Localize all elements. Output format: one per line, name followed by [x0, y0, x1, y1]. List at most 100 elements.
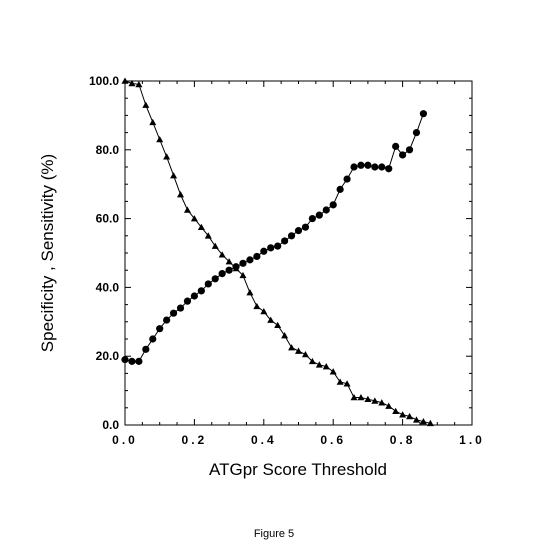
circle-marker	[378, 163, 386, 171]
circle-marker	[308, 215, 316, 223]
y-tick-label: 40.0	[96, 280, 120, 294]
circle-marker	[190, 292, 198, 300]
circle-marker	[419, 110, 428, 118]
triangle-marker	[322, 363, 330, 370]
circle-marker	[197, 287, 205, 295]
triangle-marker	[190, 215, 198, 222]
triangle-marker	[281, 332, 289, 339]
triangle-marker	[218, 251, 226, 258]
triangle-marker	[128, 79, 136, 87]
triangle-marker	[336, 378, 344, 385]
circle-marker	[322, 206, 330, 214]
circle-marker	[364, 161, 372, 169]
circle-marker	[392, 142, 400, 150]
y-tick-label: 100.0	[89, 74, 119, 88]
x-tick-label: 0.8	[390, 433, 416, 447]
series-layer	[121, 77, 434, 427]
circle-marker	[225, 266, 233, 274]
triangle-marker	[308, 357, 316, 365]
triangle-marker	[183, 206, 191, 213]
series-line-circle	[124, 113, 424, 362]
triangle-marker	[197, 223, 205, 230]
circle-marker	[121, 356, 129, 364]
circle-marker	[176, 304, 185, 312]
triangle-marker	[225, 258, 233, 265]
triangle-marker	[357, 393, 365, 401]
circle-marker	[128, 357, 136, 365]
triangle-marker	[426, 419, 434, 427]
triangle-marker	[156, 135, 164, 143]
triangle-marker	[121, 77, 129, 84]
triangle-marker	[149, 118, 157, 126]
x-tick-label: 0.6	[320, 433, 346, 447]
triangle-marker	[350, 393, 358, 401]
circle-marker	[405, 146, 414, 154]
circle-marker	[246, 256, 254, 264]
x-tick-label: 1.0	[459, 433, 485, 447]
triangle-marker	[364, 395, 372, 402]
triangle-marker	[288, 344, 296, 351]
triangle-marker	[412, 416, 420, 423]
triangle-marker	[142, 101, 150, 108]
y-tick-label: 60.0	[96, 212, 120, 226]
circle-marker	[274, 242, 282, 250]
triangle-marker	[343, 380, 351, 387]
x-axis-label: ATGpr Score Threshold	[209, 460, 387, 479]
circle-marker	[371, 163, 379, 171]
triangle-marker	[177, 191, 185, 198]
circle-marker	[267, 244, 275, 252]
circle-marker	[294, 227, 303, 235]
circle-marker	[232, 263, 240, 271]
triangle-marker	[135, 80, 143, 88]
circle-marker	[301, 223, 310, 231]
circle-marker	[211, 275, 219, 283]
triangle-marker	[301, 350, 309, 358]
triangle-marker	[419, 418, 427, 425]
circle-marker	[135, 357, 143, 365]
circle-marker	[287, 232, 296, 240]
triangle-marker	[406, 412, 414, 420]
y-axis: 0.0 20.0 40.0 60.0 80.0 100.0	[89, 74, 472, 432]
circle-marker	[343, 175, 351, 183]
triangle-marker	[378, 399, 386, 406]
triangle-marker	[204, 232, 212, 239]
triangle-marker	[211, 242, 219, 249]
triangle-marker	[253, 302, 261, 310]
triangle-marker	[267, 316, 275, 323]
figure-caption: Figure 5	[253, 528, 295, 540]
circle-marker	[142, 345, 150, 353]
y-tick-label: 80.0	[96, 143, 120, 157]
circle-marker	[156, 325, 164, 333]
triangle-marker	[329, 368, 337, 375]
circle-marker	[412, 129, 421, 137]
triangle-marker	[371, 397, 379, 404]
triangle-marker	[246, 289, 254, 296]
circle-marker	[260, 247, 268, 255]
triangle-marker	[295, 347, 302, 354]
circle-marker	[315, 211, 323, 219]
triangle-marker	[163, 153, 171, 160]
circle-marker	[281, 237, 289, 245]
triangle-marker	[392, 407, 400, 415]
circle-marker	[218, 270, 226, 278]
circle-marker	[149, 335, 157, 343]
circle-marker	[169, 309, 178, 317]
circle-marker	[183, 297, 192, 305]
triangle-marker	[170, 172, 178, 179]
triangle-marker	[399, 411, 407, 418]
circle-marker	[253, 252, 261, 261]
series-line-triangle	[124, 80, 431, 424]
x-axis: 0.0 0.2 0.4 0.6 0.8 1.0	[112, 81, 485, 447]
y-tick-label: 0.0	[102, 418, 119, 432]
triangle-marker	[260, 307, 268, 315]
circle-marker	[385, 165, 393, 173]
y-axis-label: Specificity , Sensitivity (%)	[38, 154, 57, 352]
circle-marker	[399, 151, 407, 159]
circle-marker	[239, 259, 247, 267]
x-tick-label: 0.0	[112, 433, 138, 447]
y-tick-label: 20.0	[96, 349, 120, 363]
triangle-marker	[239, 271, 247, 279]
x-tick-label: 0.2	[182, 433, 208, 447]
circle-marker	[329, 201, 337, 209]
